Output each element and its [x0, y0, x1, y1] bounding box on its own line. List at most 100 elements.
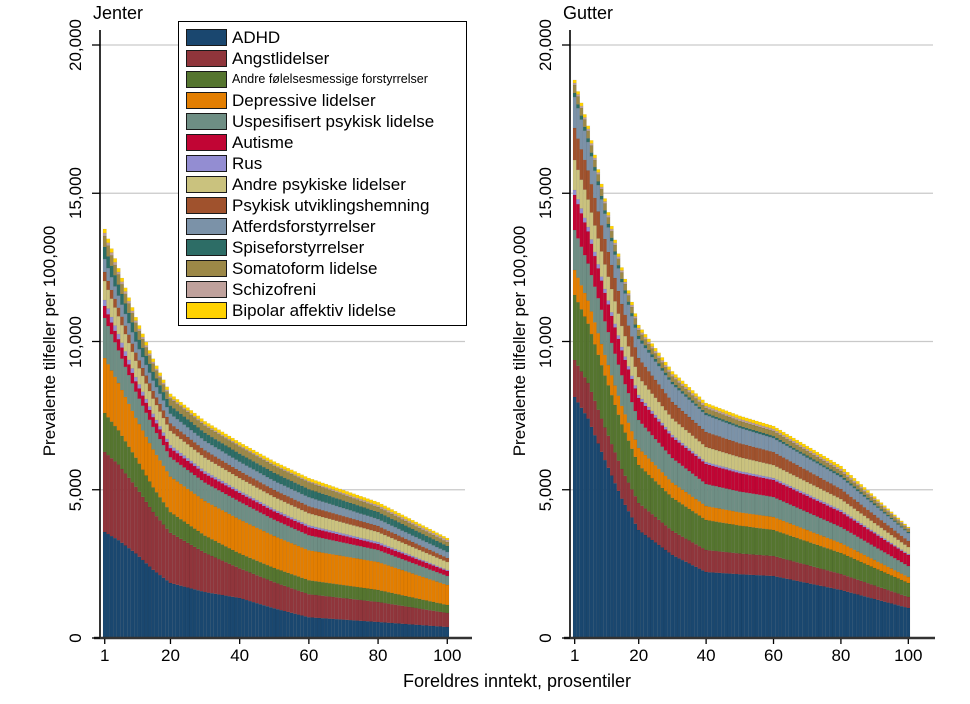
bar-segment: [876, 599, 880, 639]
bar-segment: [445, 541, 450, 547]
bar-segment: [761, 575, 766, 639]
bar-segment: [265, 457, 270, 461]
bar-segment: [445, 545, 450, 553]
bar-segment: [216, 558, 221, 595]
bar-segment: [855, 536, 860, 552]
bar-segment: [306, 580, 311, 595]
bar-segment: [768, 424, 773, 429]
bar-segment: [721, 466, 725, 469]
bar-segment: [653, 542, 658, 639]
bar-segment: [599, 251, 604, 277]
bar-segment: [358, 498, 363, 502]
bar-segment: [734, 426, 739, 443]
bar-segment: [849, 474, 853, 479]
bar-segment: [237, 477, 242, 491]
bar-segment: [734, 417, 739, 420]
bar-segment: [383, 591, 387, 604]
bar-segment: [721, 487, 725, 510]
bar-segment: [670, 554, 675, 639]
bar-segment: [862, 507, 867, 516]
bar-segment: [852, 488, 857, 500]
bar-segment: [376, 601, 380, 623]
bar-segment: [206, 434, 211, 444]
bar-segment: [596, 238, 601, 265]
bar-segment: [721, 414, 725, 420]
bar-segment: [348, 524, 353, 536]
bar-segment: [293, 575, 297, 590]
bar-segment: [178, 413, 183, 423]
bar-segment: [751, 493, 756, 515]
bar-segment: [393, 511, 398, 515]
bar-segment: [640, 332, 644, 335]
bar-segment: [206, 537, 211, 555]
bar-segment: [178, 404, 183, 407]
bar-segment: [862, 596, 867, 639]
bar-segment: [626, 325, 631, 347]
bar-segment: [116, 271, 121, 275]
bar-segment: [751, 424, 756, 431]
bar-segment: [737, 420, 742, 427]
bar-segment: [724, 509, 729, 524]
bar-segment: [310, 617, 315, 639]
bar-segment: [431, 551, 436, 557]
bar-segment: [619, 498, 624, 639]
bar-segment: [268, 459, 273, 463]
bar-segment: [130, 307, 135, 312]
bar-segment: [781, 434, 786, 438]
bar-segment: [400, 551, 405, 554]
bar-segment: [182, 404, 187, 408]
bar-segment: [376, 511, 380, 520]
bar-segment: [781, 441, 786, 445]
bar-segment: [237, 442, 242, 446]
legend-label: Psykisk utviklingshemning: [232, 196, 430, 215]
bar-segment: [251, 559, 256, 575]
bar-segment: [700, 570, 705, 639]
bar-segment: [741, 443, 746, 459]
bar-segment: [147, 372, 152, 384]
bar-segment: [613, 254, 618, 279]
bar-segment: [286, 572, 291, 588]
bar-segment: [237, 568, 242, 599]
bar-segment: [365, 528, 370, 540]
bar-segment: [667, 397, 671, 415]
bar-segment: [572, 396, 577, 639]
bar-segment: [199, 470, 204, 481]
bar-segment: [795, 476, 799, 490]
bar-segment: [845, 514, 850, 517]
bar-segment: [636, 376, 641, 396]
bar-segment: [775, 427, 779, 432]
bar-segment: [327, 489, 332, 497]
bar-segment: [616, 490, 621, 639]
bar-segment: [758, 448, 762, 463]
bar-segment: [906, 607, 911, 639]
bar-segment: [886, 573, 890, 591]
bar-segment: [279, 493, 284, 501]
bar-segment: [341, 597, 346, 620]
bar-segment: [192, 589, 197, 639]
bar-segment: [798, 446, 803, 452]
bar-segment: [808, 497, 813, 514]
bar-segment: [396, 528, 401, 536]
bar-segment: [710, 417, 715, 435]
bar-segment: [892, 570, 897, 578]
bar-segment: [237, 446, 242, 454]
bar-segment: [599, 183, 604, 188]
bar-segment: [775, 479, 779, 482]
bar-segment: [832, 464, 837, 468]
bar-segment: [852, 593, 857, 639]
bar-segment: [313, 491, 318, 500]
bar-segment: [396, 517, 401, 523]
bar-segment: [345, 491, 349, 495]
bar-segment: [758, 494, 762, 516]
bar-segment: [106, 256, 111, 269]
bar-segment: [393, 593, 398, 605]
bar-segment: [619, 468, 624, 499]
bar-segment: [660, 362, 665, 369]
bar-segment: [154, 397, 159, 406]
bar-segment: [849, 592, 853, 639]
bar-segment: [248, 572, 252, 602]
bar-segment: [434, 566, 439, 573]
bar-segment: [710, 463, 715, 467]
bar-segment: [102, 232, 107, 237]
bar-segment: [223, 433, 228, 438]
